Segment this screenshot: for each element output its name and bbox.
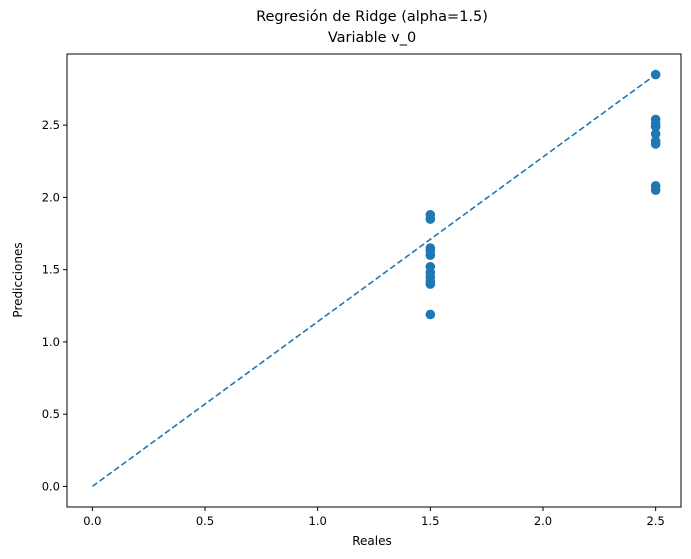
y-tick-label: 2.0 <box>42 190 60 204</box>
data-point <box>650 114 661 125</box>
y-tick-label: 0.0 <box>42 479 60 493</box>
reference-line <box>91 73 657 488</box>
x-tick-label: 0.5 <box>196 514 214 528</box>
y-tick-label: 0.5 <box>42 407 60 421</box>
plot-content <box>91 69 661 488</box>
data-point <box>650 69 661 80</box>
x-tick-label: 2.5 <box>647 514 665 528</box>
y-tick-label: 2.5 <box>42 118 60 132</box>
x-axis-ticks: 0.0 0.5 1.0 1.5 2.0 2.5 <box>83 507 665 528</box>
chart-title: Regresión de Ridge (alpha=1.5) <box>256 9 488 25</box>
data-point <box>650 181 661 191</box>
y-tick-label: 1.0 <box>42 335 60 349</box>
data-point <box>425 209 436 220</box>
x-tick-label: 1.5 <box>421 514 439 528</box>
x-tick-label: 1.0 <box>309 514 327 528</box>
y-axis-label: Predicciones <box>11 242 25 317</box>
data-point <box>425 261 436 272</box>
chart-subtitle: Variable v_0 <box>328 30 416 46</box>
x-axis-label: Reales <box>352 534 392 548</box>
data-point <box>425 309 436 320</box>
y-axis-ticks: 0.0 0.5 1.0 1.5 2.0 2.5 <box>42 118 67 493</box>
data-point <box>650 136 661 146</box>
data-point <box>650 129 661 139</box>
plot-area-frame <box>66 53 682 508</box>
data-point <box>425 243 436 253</box>
x-tick-label: 0.0 <box>83 514 101 528</box>
x-tick-label: 2.0 <box>534 514 552 528</box>
y-tick-label: 1.5 <box>42 263 60 277</box>
